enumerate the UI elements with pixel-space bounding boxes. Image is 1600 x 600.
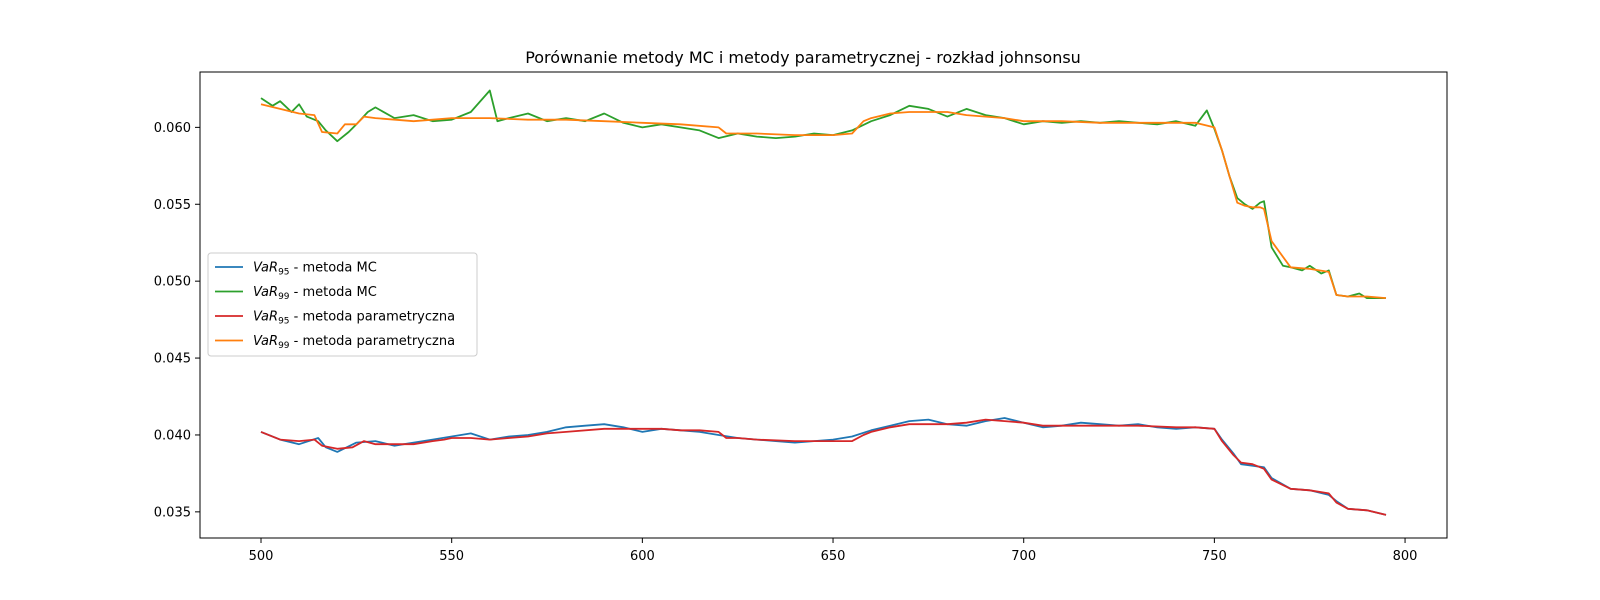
y-tick-label: 0.045 xyxy=(154,352,191,367)
x-tick-label: 500 xyxy=(249,549,274,564)
y-tick-label: 0.035 xyxy=(154,505,191,520)
legend-label-2: VaR95 - metoda parametryczna xyxy=(253,310,455,327)
x-tick-label: 600 xyxy=(630,549,655,564)
y-tick-label: 0.055 xyxy=(154,198,191,213)
chart-title: Porównanie metody MC i metody parametryc… xyxy=(525,48,1081,67)
x-tick-label: 750 xyxy=(1202,549,1227,564)
series-line-2 xyxy=(260,418,1387,516)
series-line-1 xyxy=(260,89,1386,299)
y-tick-label: 0.040 xyxy=(154,428,191,443)
x-tick-label: 550 xyxy=(439,549,464,564)
legend-box xyxy=(207,252,478,357)
axes-layer: 500 550 600 650 700 750 800 0.035 0.040 0.045 0.05… xyxy=(154,121,1418,564)
x-tick-label: 700 xyxy=(1011,549,1036,564)
x-tick-label: 800 xyxy=(1393,549,1418,564)
legend-label-3: VaR99 - metoda parametryczna xyxy=(253,334,455,351)
legend-label-0: VaR95 - metoda MC xyxy=(253,261,377,278)
y-tick-label: 0.050 xyxy=(154,275,191,290)
plot-frame xyxy=(199,71,1448,539)
x-tick-label: 650 xyxy=(821,549,846,564)
legend-label-1: VaR99 - metoda MC xyxy=(253,285,377,302)
y-tick-label: 0.060 xyxy=(154,121,191,136)
series-line-3 xyxy=(260,103,1387,299)
series-layer xyxy=(260,89,1387,516)
legend: VaR95 - metoda MC VaR99 - metoda MC VaR95 … xyxy=(207,252,478,357)
